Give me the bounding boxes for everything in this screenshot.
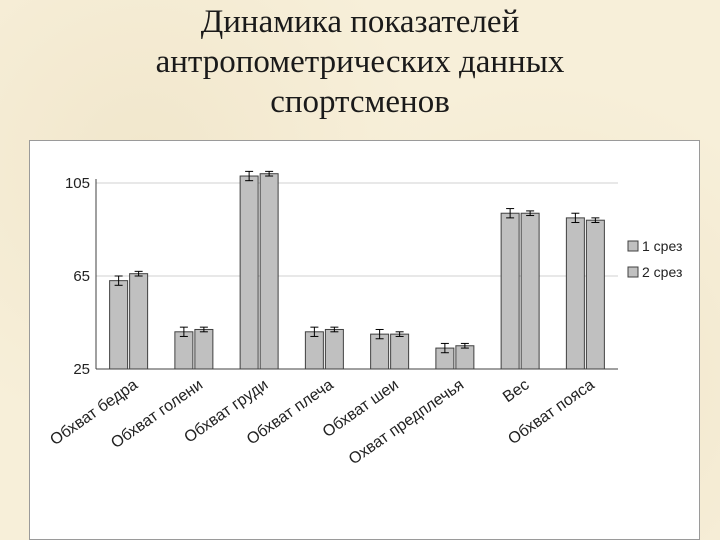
- legend-swatch-1: [627, 240, 639, 252]
- bar-2-ves: [520, 212, 540, 370]
- bar-2-bedra: [129, 273, 149, 370]
- x-tick-label-ves: Вес: [500, 376, 532, 406]
- chart-container: 25 65 105 Обхват бедра Обхват голени Обхват г…: [29, 140, 700, 540]
- slide-title-line-1: Динамика показателей: [200, 4, 520, 40]
- legend-swatch-2: [627, 266, 639, 278]
- bar-1-grudi: [239, 175, 259, 370]
- bar-1-shei: [370, 333, 390, 370]
- legend-label-1: 1 срез: [642, 238, 682, 254]
- x-tick-label-predplechya: Охват предплечья: [346, 376, 467, 468]
- y-tick-label: 65: [73, 268, 90, 285]
- bar-1-ves: [500, 212, 520, 370]
- slide-title-line-2: антропометрических данных: [155, 44, 565, 80]
- bar-2-grudi: [259, 173, 279, 370]
- bar-2-shei: [390, 333, 410, 370]
- slide-title: Динамика показателей антропометрических …: [0, 2, 720, 122]
- bar-1-poyasa: [565, 217, 585, 370]
- bar-1-bedra: [109, 280, 129, 370]
- bar-2-predplechya: [455, 345, 475, 370]
- y-tick-label: 105: [65, 175, 90, 192]
- bar-2-goleni: [194, 328, 214, 370]
- bar-1-goleni: [174, 331, 194, 370]
- slide-title-line-3: спортсменов: [270, 84, 450, 120]
- bar-1-plecha: [304, 331, 324, 370]
- bar-2-poyasa: [585, 219, 605, 370]
- bar-2-plecha: [324, 328, 344, 370]
- y-tick-label: 25: [73, 361, 90, 378]
- legend-label-2: 2 срез: [642, 264, 682, 280]
